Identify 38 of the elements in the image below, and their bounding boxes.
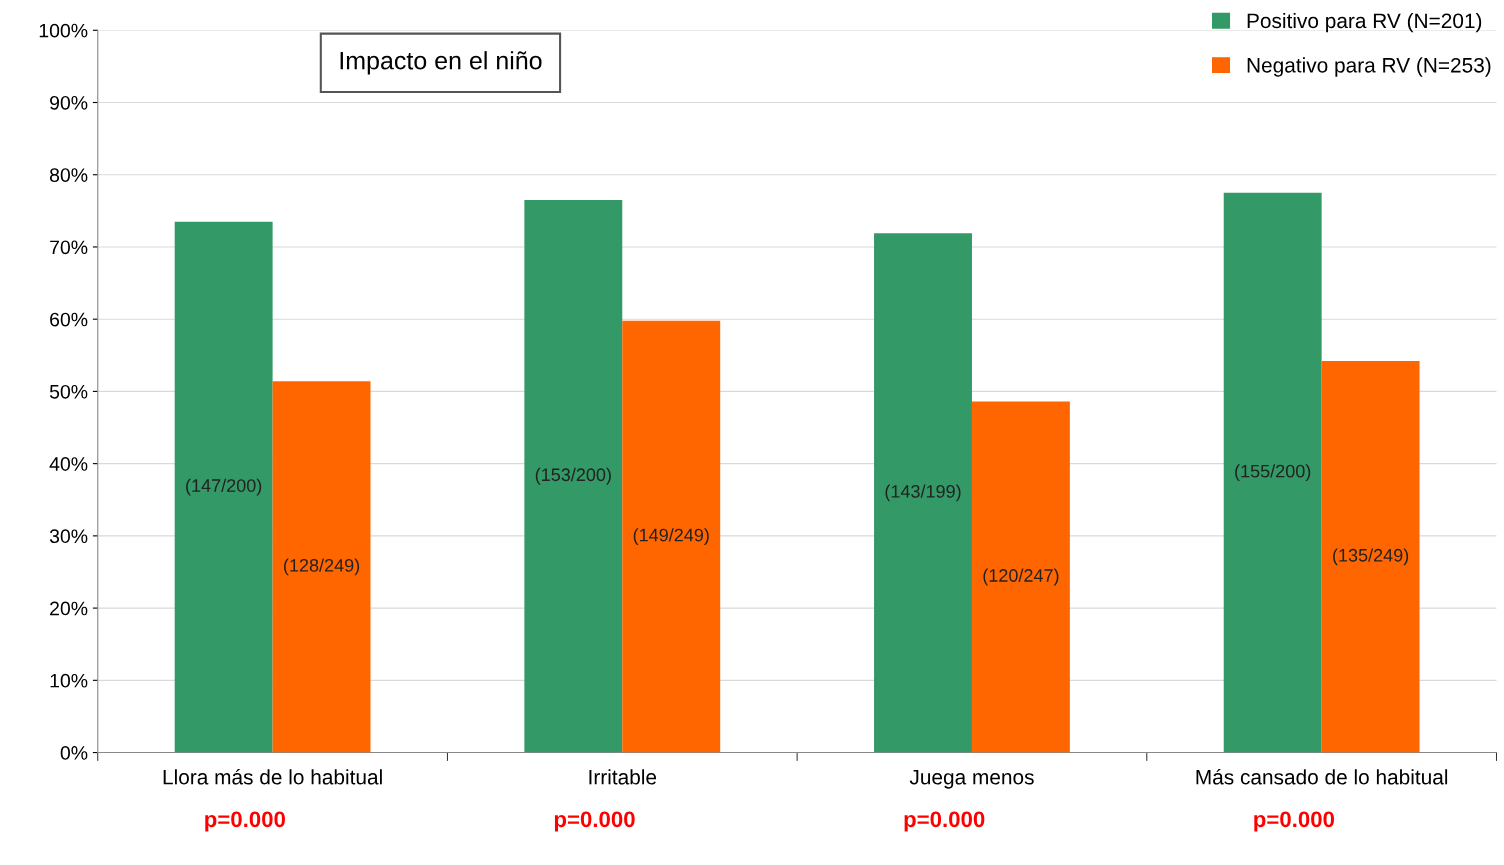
y-tick-label: 10% [50, 673, 88, 688]
y-tick-label: 30% [49, 529, 88, 544]
data-label: (120/247) [983, 568, 1059, 586]
text: p=0.000 [904, 811, 985, 832]
data-label: (128/249) [284, 558, 360, 576]
x-tick-label: Juega menos [909, 769, 1034, 789]
text: p=0.000 [205, 811, 285, 832]
data-label: (143/199) [885, 484, 961, 502]
y-tick-label: 90% [50, 95, 88, 110]
bar [1321, 361, 1420, 753]
text: p=0.000 [554, 811, 635, 832]
y-tick-label: 20% [50, 601, 88, 616]
bar [272, 381, 371, 753]
bar [524, 200, 623, 753]
bar [971, 401, 1070, 753]
data-label: (149/249) [633, 528, 709, 545]
x-tick-label: Llora más de lo habitual [163, 768, 382, 785]
y-tick-label: 50% [49, 384, 88, 399]
data-label: (153/200) [535, 467, 611, 485]
x-tick-label: Más cansado de lo habitual [1196, 768, 1448, 785]
data-label: (135/249) [1333, 548, 1409, 566]
bar [622, 320, 721, 753]
data-label: (155/200) [1235, 464, 1311, 482]
bar [1223, 192, 1322, 753]
y-tick-label: 0% [60, 746, 88, 760]
y-tick-label: 40% [49, 457, 88, 471]
y-tick-label: 80% [49, 168, 88, 182]
legend-label: Negativo para RV (N=253) [1247, 57, 1491, 77]
text: p=0.000 [1254, 811, 1335, 832]
bar [874, 233, 972, 753]
legend-label: Positivo para RV (N=201) [1247, 12, 1482, 33]
text: Impacto en el niño [340, 51, 542, 75]
y-tick-label: 70% [50, 240, 88, 255]
y-tick-label: 60% [50, 312, 88, 327]
x-tick-label: Irritable [589, 769, 657, 785]
bar [174, 221, 273, 753]
data-label: (147/200) [186, 478, 262, 496]
y-tick-label: 100% [39, 23, 88, 38]
